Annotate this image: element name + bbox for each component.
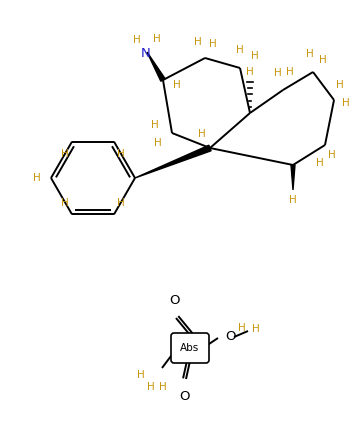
Text: H: H — [117, 198, 125, 209]
Text: H: H — [328, 150, 336, 160]
Text: H: H — [306, 49, 314, 59]
Text: H: H — [133, 35, 141, 45]
Text: H: H — [173, 80, 181, 90]
Text: H: H — [274, 68, 282, 78]
Text: H: H — [151, 120, 159, 130]
Text: O: O — [225, 330, 235, 343]
Text: H: H — [316, 158, 324, 168]
Text: H: H — [251, 51, 259, 61]
Text: Abs: Abs — [180, 343, 200, 353]
Text: H: H — [194, 37, 202, 47]
Text: H: H — [147, 382, 155, 392]
Text: H: H — [289, 195, 297, 205]
Text: H: H — [236, 45, 244, 55]
Text: H: H — [209, 39, 217, 49]
Polygon shape — [147, 52, 165, 81]
FancyBboxPatch shape — [171, 333, 209, 363]
Text: H: H — [61, 198, 69, 209]
Polygon shape — [135, 145, 211, 178]
Text: H: H — [319, 55, 327, 65]
Text: H: H — [286, 67, 294, 77]
Text: H: H — [154, 138, 162, 148]
Text: H: H — [252, 324, 260, 334]
Polygon shape — [291, 165, 295, 190]
Text: H: H — [336, 80, 344, 90]
Text: H: H — [153, 34, 161, 44]
Text: O: O — [169, 294, 179, 308]
Text: O: O — [179, 390, 189, 403]
Text: H: H — [198, 129, 206, 139]
Text: H: H — [117, 148, 125, 159]
Text: H: H — [246, 67, 254, 77]
Text: H: H — [61, 148, 69, 159]
Text: N: N — [141, 47, 151, 60]
Text: H: H — [33, 173, 41, 183]
Text: H: H — [159, 382, 167, 392]
Text: H: H — [137, 370, 145, 380]
Text: H: H — [342, 98, 350, 108]
Text: H: H — [238, 323, 246, 333]
